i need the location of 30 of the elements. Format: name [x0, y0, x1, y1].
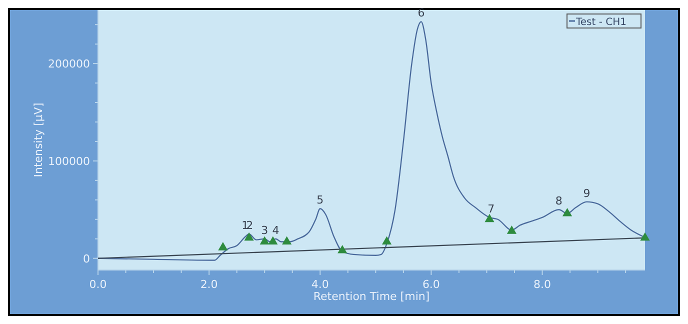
annotation: 5	[316, 194, 324, 207]
annotation: 7	[488, 202, 495, 216]
y-tick-label: 0	[83, 252, 90, 266]
x-tick-label: 4.0	[311, 278, 329, 291]
point	[338, 244, 348, 254]
annotation: 9	[583, 186, 590, 200]
point	[640, 232, 650, 241]
legend-label: Test - CH1	[575, 17, 627, 28]
point	[218, 242, 228, 250]
point	[268, 236, 278, 245]
annotation: 2	[246, 218, 254, 232]
point	[260, 236, 270, 245]
x-tick-label: 2.0	[200, 278, 218, 291]
annotation: 4	[272, 224, 280, 237]
y-axis-title: Intensity [µV]	[32, 102, 45, 178]
x-tick-label: 6.0	[422, 278, 440, 291]
x-tick-label: 0.0	[89, 278, 107, 291]
point	[506, 226, 517, 234]
annotation: 3	[261, 224, 268, 237]
annotation: 8	[555, 194, 562, 208]
point	[282, 236, 292, 245]
y-tick-label: 200000	[48, 58, 90, 71]
point	[562, 208, 572, 216]
point	[382, 236, 392, 245]
x-axis-title: Retention Time [min]	[313, 290, 430, 303]
point	[484, 214, 494, 222]
point	[244, 232, 254, 241]
annotation: 6	[418, 6, 425, 20]
x-tick-label: 8.0	[534, 278, 552, 291]
y-tick-label: 100000	[48, 154, 90, 168]
